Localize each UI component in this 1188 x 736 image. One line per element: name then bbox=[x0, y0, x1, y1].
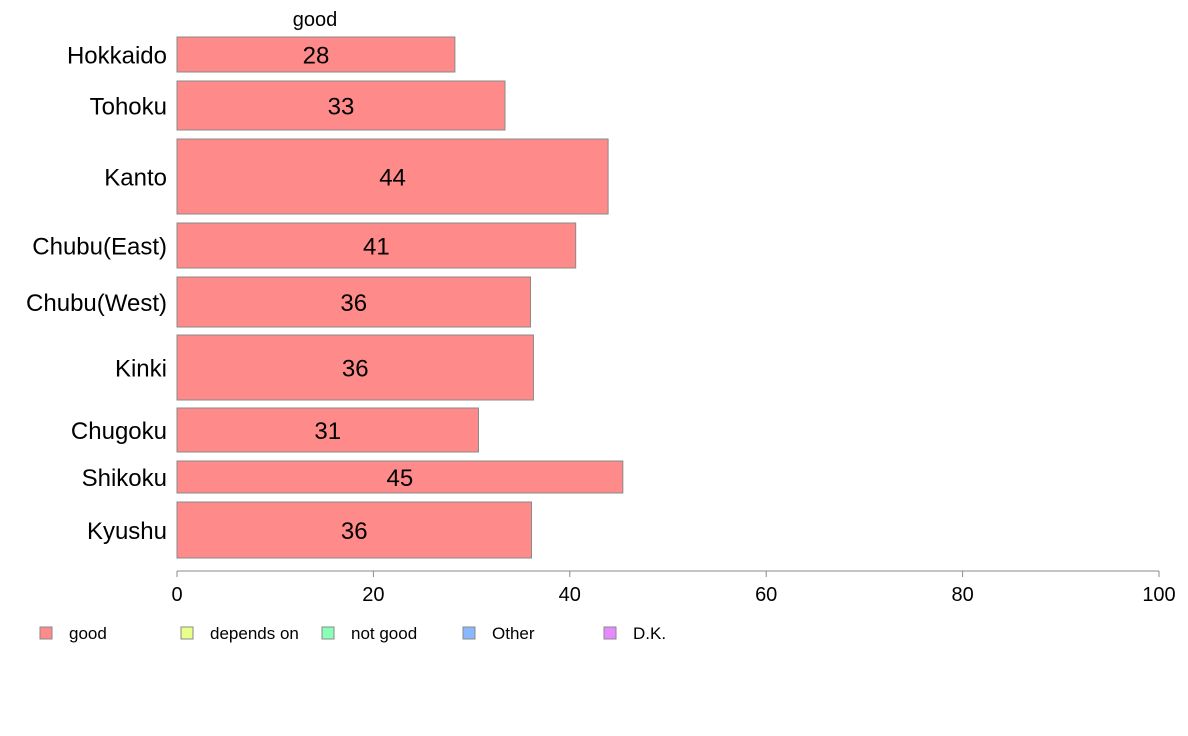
bar-chubu-west--good bbox=[176, 276, 532, 328]
bar-hokkaido-good bbox=[176, 36, 456, 73]
data-labels: 28 33 44 41 36 36 31 45 36 bbox=[303, 43, 414, 546]
category-label: Tohoku bbox=[90, 94, 167, 121]
legend-swatch bbox=[603, 626, 617, 640]
category-label: Chubu(East) bbox=[32, 234, 167, 261]
x-tick-label: 40 bbox=[559, 584, 581, 606]
bar-chugoku-good bbox=[176, 407, 479, 453]
data-label: 36 bbox=[340, 290, 367, 317]
category-label: Kyushu bbox=[87, 518, 167, 545]
legend-swatch bbox=[321, 626, 335, 640]
x-tick-label: 0 bbox=[171, 584, 182, 606]
x-tick-label: 100 bbox=[1142, 584, 1175, 606]
data-label: 44 bbox=[379, 165, 406, 192]
category-label: Kanto bbox=[104, 165, 167, 192]
legend: good depends on not good Other D.K. bbox=[39, 624, 666, 643]
data-label: 33 bbox=[328, 94, 355, 121]
legend-swatch bbox=[462, 626, 476, 640]
data-label: 36 bbox=[341, 518, 368, 545]
bar-kyushu-good bbox=[176, 501, 533, 559]
x-tick-label: 20 bbox=[362, 584, 384, 606]
bar-tohoku-good bbox=[176, 80, 506, 131]
x-tick-label: 80 bbox=[951, 584, 973, 606]
data-label: 31 bbox=[314, 418, 341, 445]
bar-kinki-good bbox=[176, 334, 534, 401]
x-axis: 0 20 40 60 80 100 bbox=[171, 570, 1176, 606]
category-label: Hokkaido bbox=[67, 43, 167, 70]
category-label: Chugoku bbox=[71, 418, 167, 445]
legend-label: depends on bbox=[210, 624, 299, 643]
bar-shikoku-good bbox=[176, 460, 624, 494]
bar-chubu-east--good bbox=[176, 222, 577, 269]
legend-label: good bbox=[69, 624, 107, 643]
legend-label: not good bbox=[351, 624, 417, 643]
category-labels: Hokkaido Tohoku Kanto Chubu(East) Chubu(West… bbox=[26, 43, 167, 546]
legend-swatch bbox=[39, 626, 53, 640]
category-label: Kinki bbox=[115, 356, 167, 383]
x-tick-label: 60 bbox=[755, 584, 777, 606]
data-label: 41 bbox=[363, 234, 390, 261]
legend-swatch bbox=[180, 626, 194, 640]
data-label: 45 bbox=[387, 465, 414, 492]
data-label: 36 bbox=[342, 356, 369, 383]
legend-label: Other bbox=[492, 624, 535, 643]
column-title: good bbox=[293, 9, 338, 31]
category-label: Chubu(West) bbox=[26, 290, 167, 317]
data-label: 28 bbox=[303, 43, 330, 70]
bar-kanto-good bbox=[176, 138, 609, 215]
bars-group bbox=[176, 36, 624, 559]
legend-label: D.K. bbox=[633, 624, 666, 643]
category-label: Shikoku bbox=[82, 465, 167, 492]
